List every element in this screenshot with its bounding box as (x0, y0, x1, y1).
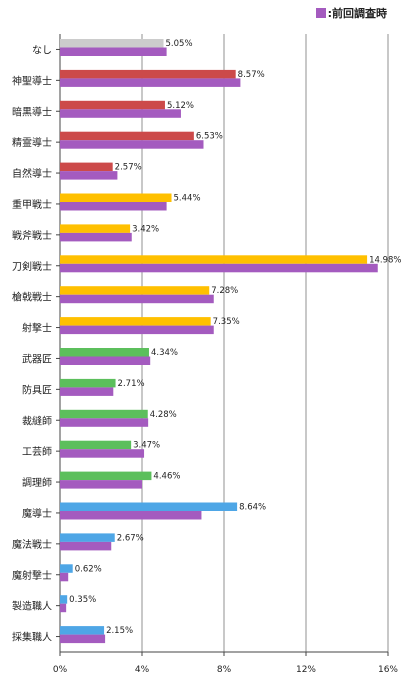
data-label: 8.57% (238, 70, 265, 80)
data-label: 3.47% (133, 441, 160, 451)
data-label: 3.42% (132, 224, 159, 234)
bar-current (60, 317, 211, 326)
x-tick-label: 0% (53, 665, 68, 675)
bar-previous (60, 541, 112, 551)
category-label: 槍戟戦士 (12, 291, 52, 304)
category-label: 自然導士 (12, 167, 52, 180)
bar-current (60, 564, 73, 573)
category-label: 裁縫師 (22, 414, 52, 427)
bar-current (60, 533, 115, 542)
data-label: 2.71% (118, 379, 145, 389)
bar-previous (60, 294, 214, 304)
bar-previous (60, 140, 204, 149)
category-label: 神聖導士 (12, 74, 52, 87)
bar-previous (60, 572, 69, 582)
data-label: 0.62% (75, 564, 102, 574)
category-label: 工芸師 (22, 445, 52, 458)
category-label: 採集職人 (12, 631, 52, 644)
bar-current (60, 626, 105, 635)
bar-previous (60, 202, 167, 211)
data-label: 2.67% (117, 533, 144, 543)
bar-previous (60, 418, 149, 427)
data-label: 14.98% (369, 255, 401, 265)
bar-previous (60, 263, 378, 273)
category-label: 重甲戦士 (12, 198, 52, 211)
category-label: 刀剣戦士 (12, 260, 52, 273)
legend-swatch (315, 8, 326, 18)
x-tick-label: 4% (135, 665, 150, 675)
bar-previous (60, 232, 132, 242)
bar-current (60, 409, 148, 419)
bar-current (60, 440, 132, 450)
data-label: 5.44% (174, 194, 201, 204)
data-label: 5.05% (166, 39, 193, 49)
data-label: 8.64% (239, 503, 266, 513)
category-label: なし (32, 44, 52, 56)
category-label: 精霊導士 (12, 136, 52, 149)
bar-current (60, 286, 210, 295)
category-label: 武器匠 (22, 352, 52, 365)
x-tick-label: 16% (378, 665, 398, 675)
bar-previous (60, 449, 145, 458)
bar-current (60, 100, 165, 110)
bar-current (60, 39, 164, 48)
data-label: 4.46% (153, 472, 180, 482)
bar-current (60, 255, 368, 264)
bar-current (60, 131, 194, 141)
category-label: 製造職人 (12, 600, 52, 613)
data-label: 4.34% (151, 348, 178, 358)
bar-previous (60, 387, 114, 396)
x-tick-label: 12% (296, 665, 316, 675)
data-label: 0.35% (69, 595, 96, 605)
data-label: 6.53% (196, 132, 223, 142)
x-tick-label: 8% (217, 665, 232, 675)
data-label: 2.57% (115, 163, 142, 173)
bar-previous (60, 603, 67, 613)
category-label: 暗黒導士 (12, 105, 52, 118)
bar-current (60, 378, 116, 388)
bar-previous (60, 480, 142, 489)
category-label: 魔導士 (22, 507, 52, 520)
legend: :前回調査時 (315, 5, 387, 21)
bar-previous (60, 171, 118, 180)
bar-current (60, 471, 152, 481)
category-label: 射撃士 (22, 322, 52, 335)
category-label: 魔法戦士 (12, 538, 52, 551)
bar-previous (60, 78, 241, 87)
category-label: 魔射撃士 (12, 569, 52, 582)
bar-current (60, 348, 149, 357)
bar-current (60, 162, 113, 172)
bar-current (60, 502, 238, 511)
data-label: 5.12% (167, 101, 194, 111)
bar-current (60, 595, 68, 604)
category-label: 戦斧戦士 (12, 229, 52, 242)
bar-current (60, 69, 236, 79)
bar-previous (60, 109, 181, 118)
bar-current (60, 193, 172, 202)
data-label: 7.28% (211, 286, 238, 296)
data-label: 2.15% (106, 626, 133, 636)
legend-label: :前回調査時 (327, 7, 387, 20)
bar-previous (60, 325, 214, 335)
bar-previous (60, 47, 167, 56)
bar-previous (60, 634, 106, 644)
category-label: 防具匠 (22, 383, 52, 396)
bar-previous (60, 511, 202, 520)
bar-current (60, 224, 131, 233)
data-label: 7.35% (213, 317, 240, 327)
category-label: 調理師 (22, 476, 52, 489)
data-label: 4.28% (150, 410, 177, 420)
bar-previous (60, 356, 151, 365)
